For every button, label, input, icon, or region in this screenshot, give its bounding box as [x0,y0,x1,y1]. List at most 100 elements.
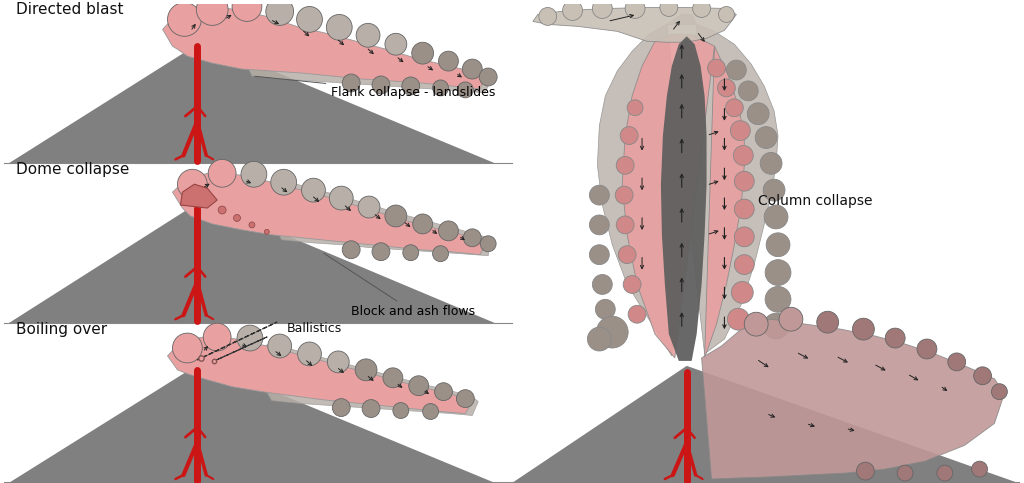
Point [194,354,210,362]
Circle shape [738,81,758,101]
Circle shape [744,312,768,336]
Circle shape [719,6,734,22]
Circle shape [615,186,633,204]
Circle shape [342,74,360,92]
Circle shape [264,229,269,234]
Circle shape [727,308,750,330]
Circle shape [595,299,615,319]
Circle shape [590,215,609,235]
Circle shape [423,404,438,419]
Circle shape [972,461,987,477]
Circle shape [412,42,433,64]
Circle shape [731,282,754,303]
Circle shape [401,77,420,95]
Circle shape [616,156,634,174]
Circle shape [232,0,262,21]
Circle shape [734,199,755,219]
Circle shape [618,246,636,264]
Circle shape [764,205,788,229]
Circle shape [327,14,352,40]
Circle shape [333,398,350,416]
Circle shape [588,327,611,351]
Circle shape [362,399,380,417]
Circle shape [760,153,782,174]
Polygon shape [4,41,496,163]
Circle shape [628,305,646,323]
Circle shape [974,367,991,385]
Text: Boiling over: Boiling over [15,322,106,337]
Circle shape [725,99,743,117]
Circle shape [763,313,788,339]
Circle shape [204,323,231,351]
Circle shape [708,59,725,77]
Circle shape [918,339,937,359]
Circle shape [480,236,496,252]
Circle shape [383,368,402,388]
Circle shape [596,316,628,348]
Text: Ballistics: Ballistics [287,322,342,335]
Circle shape [718,79,735,97]
Circle shape [779,307,803,331]
Circle shape [413,214,432,234]
Circle shape [627,100,643,116]
Polygon shape [242,344,478,415]
Polygon shape [252,180,490,256]
Circle shape [233,214,241,221]
Circle shape [897,465,913,481]
Polygon shape [660,36,707,361]
Text: Column collapse: Column collapse [758,194,872,208]
Circle shape [297,6,323,32]
Polygon shape [172,172,485,255]
Circle shape [438,221,459,241]
Circle shape [756,127,777,148]
Circle shape [330,186,353,210]
Text: Directed blast: Directed blast [15,2,123,17]
Circle shape [342,241,360,259]
Polygon shape [4,362,496,483]
Circle shape [730,121,751,141]
Circle shape [208,159,236,187]
Circle shape [372,76,390,94]
Circle shape [168,2,202,36]
Polygon shape [623,34,744,358]
Circle shape [218,206,226,214]
Polygon shape [168,336,472,413]
Polygon shape [597,14,778,356]
Circle shape [328,351,349,373]
Circle shape [763,179,785,201]
Circle shape [733,145,754,165]
Text: Flank collapse - landslides: Flank collapse - landslides [255,76,496,99]
Circle shape [249,222,255,228]
Circle shape [991,384,1008,399]
Circle shape [463,59,482,79]
Circle shape [948,353,966,371]
Circle shape [748,103,769,125]
Circle shape [434,383,453,400]
Circle shape [463,229,481,247]
Circle shape [241,161,267,187]
Circle shape [621,127,638,144]
Circle shape [385,33,407,55]
Circle shape [593,0,612,18]
Circle shape [458,82,473,98]
Circle shape [616,216,634,234]
Circle shape [886,328,905,348]
Circle shape [626,0,645,18]
Circle shape [817,311,839,333]
Circle shape [766,233,790,256]
Circle shape [301,178,326,202]
Circle shape [270,170,297,195]
Text: Block and ash flows: Block and ash flows [324,253,475,318]
Circle shape [937,465,952,481]
Circle shape [765,286,791,312]
Circle shape [590,245,609,265]
Circle shape [734,171,755,191]
Circle shape [177,170,207,199]
Circle shape [393,403,409,418]
Circle shape [172,333,203,363]
Text: Dome collapse: Dome collapse [15,162,129,177]
Polygon shape [4,200,496,323]
Circle shape [539,8,557,26]
Circle shape [734,227,755,247]
Circle shape [432,246,449,262]
